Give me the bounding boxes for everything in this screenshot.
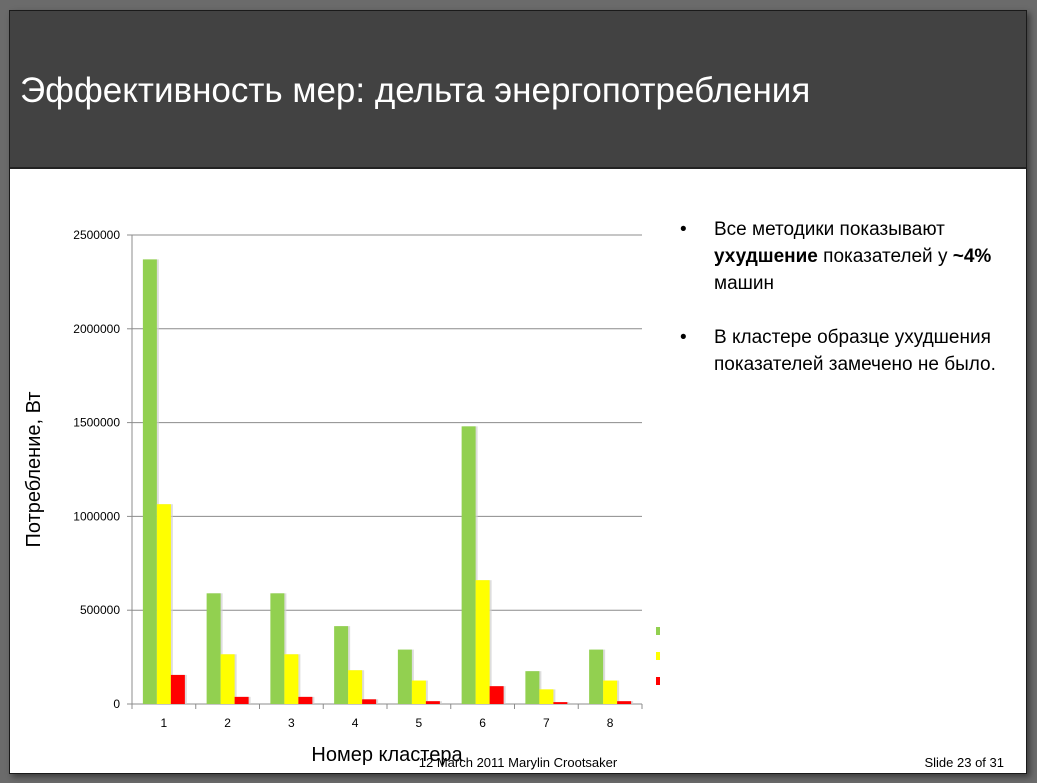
legend-swatch — [656, 627, 660, 635]
x-tick-label: 5 — [416, 716, 423, 730]
legend-swatch — [656, 652, 660, 660]
bullet-text: ухудшение — [714, 246, 818, 267]
bar — [170, 674, 185, 704]
title-bar: Эффективность мер: дельта энергопотребле… — [10, 11, 1026, 169]
bar — [539, 689, 554, 704]
bar — [334, 626, 349, 704]
y-tick-label: 1000000 — [73, 509, 120, 523]
bullet-text: Все методики показывают — [714, 219, 945, 240]
bar — [525, 671, 540, 704]
bar — [553, 702, 568, 704]
x-tick-label: 3 — [288, 716, 295, 730]
bar — [489, 686, 504, 704]
bar — [425, 701, 440, 704]
bullet-item: • Все методики показывают ухудшение показ… — [680, 216, 1000, 297]
bar — [348, 670, 363, 704]
bar — [362, 699, 377, 704]
x-tick-label: 2 — [224, 716, 231, 730]
x-tick-label: 6 — [479, 716, 486, 730]
bullet-dot-icon: • — [680, 219, 687, 240]
bullet-list: • Все методики показывают ухудшение показ… — [680, 216, 1000, 405]
x-tick-label: 1 — [161, 716, 168, 730]
slide-number: Slide 23 of 31 — [924, 755, 1004, 770]
x-tick-label: 4 — [352, 716, 359, 730]
bar — [234, 696, 249, 704]
bar — [475, 580, 490, 704]
bar — [142, 259, 157, 704]
y-tick-label: 2500000 — [73, 228, 120, 242]
slide-title: Эффективность мер: дельта энергопотребле… — [20, 71, 811, 110]
bar — [220, 654, 235, 704]
bar-chart: 0 500000 1000000 1500000 2000000 2500000 1 2 3 4 5… — [23, 228, 660, 766]
bar — [156, 504, 171, 704]
bar — [603, 680, 618, 704]
x-tick-label: 8 — [607, 716, 614, 730]
bar — [270, 593, 285, 704]
bar — [206, 593, 221, 704]
bar — [397, 649, 412, 704]
bullet-text: . — [990, 354, 996, 375]
bullet-dot-icon: • — [680, 327, 687, 348]
bullet-text: ~4% — [952, 246, 992, 267]
bullet-text: В кластере образце ухудшения показателей… — [714, 327, 991, 375]
y-axis-title: Потребление, Вт — [23, 392, 45, 548]
y-tick-label: 1500000 — [73, 416, 120, 430]
bullet-text: показателей у — [817, 246, 953, 267]
bar — [589, 649, 604, 704]
legend-swatch — [656, 677, 660, 685]
bar — [617, 701, 632, 704]
bar — [298, 696, 313, 704]
y-tick-label: 500000 — [80, 603, 120, 617]
bar — [461, 426, 476, 704]
slide: Эффективность мер: дельта энергопотребле… — [9, 10, 1027, 774]
x-axis-title: Номер кластера — [311, 744, 463, 766]
x-tick-label: 7 — [543, 716, 550, 730]
y-tick-label: 0 — [113, 697, 120, 711]
bullet-item: • В кластере образце ухудшения показателе… — [680, 324, 1000, 378]
bar — [284, 654, 299, 704]
bar — [411, 680, 426, 704]
bullet-text: машин — [714, 273, 774, 294]
y-tick-label: 2000000 — [73, 322, 120, 336]
footer-text: 12 March 2011 Marylin Crootsaker — [418, 755, 618, 770]
